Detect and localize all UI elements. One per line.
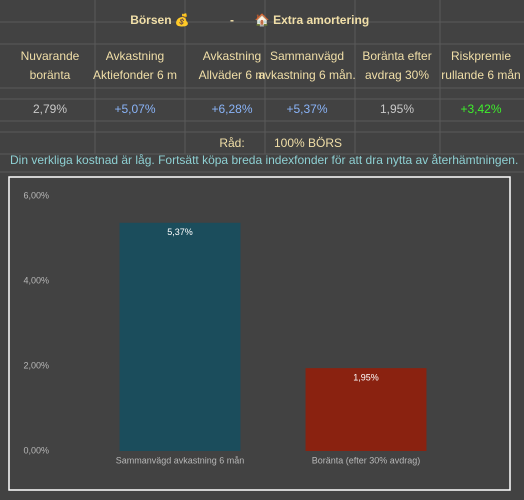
- subtitle: 🏠 Extra amortering: [255, 13, 369, 27]
- column-header: boränta: [30, 68, 71, 82]
- y-tick-label: 0,00%: [23, 445, 49, 455]
- cell-value: +5,07%: [114, 102, 155, 116]
- column-header: avdrag 30%: [365, 68, 429, 82]
- bar: [119, 222, 241, 451]
- cell-value: 1,95%: [380, 102, 414, 116]
- column-header: Allväder 6 m: [199, 68, 266, 82]
- message: Din verkliga kostnad är låg. Fortsätt kö…: [10, 153, 518, 167]
- chart-frame: [8, 176, 511, 491]
- column-header: Sammanvägd: [270, 49, 344, 63]
- column-header: Boränta efter: [362, 49, 431, 63]
- column-header: Avkastning: [203, 49, 261, 63]
- column-header: Nuvarande: [21, 49, 80, 63]
- y-tick-label: 4,00%: [23, 275, 49, 285]
- column-header: Riskpremie: [451, 49, 511, 63]
- cell-value: +6,28%: [211, 102, 252, 116]
- y-tick-label: 6,00%: [23, 190, 49, 200]
- x-tick-label: Sammanvägd avkastning 6 mån: [116, 455, 245, 465]
- column-header: Aktiefonder 6 m: [93, 68, 177, 82]
- data-label: 1,95%: [353, 373, 379, 383]
- advice-value: 100% BÖRS: [274, 136, 342, 150]
- grid: [0, 0, 524, 173]
- separator: -: [230, 13, 234, 27]
- y-tick-label: 2,00%: [23, 360, 49, 370]
- x-tick-label: Boränta (efter 30% avdrag): [312, 455, 421, 465]
- cell-value: +3,42%: [460, 102, 501, 116]
- cell-value: +5,37%: [286, 102, 327, 116]
- bar: [305, 368, 427, 451]
- column-header: Avkastning: [106, 49, 164, 63]
- column-header: rullande 6 mån: [441, 68, 520, 82]
- cell-value: 2,79%: [33, 102, 67, 116]
- advice-label: Råd:: [219, 136, 244, 150]
- title: Börsen 💰: [130, 13, 190, 27]
- column-header: avkastning 6 mån.: [258, 68, 355, 82]
- data-label: 5,37%: [167, 227, 193, 237]
